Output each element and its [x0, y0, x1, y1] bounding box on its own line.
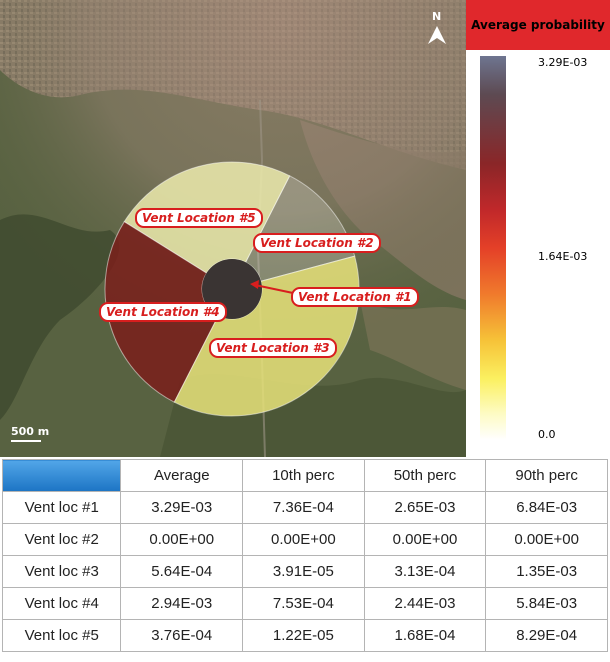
table-cell: 5.64E-04 [120, 555, 244, 588]
column-header: 50th perc [363, 459, 487, 492]
table-cell: 0.00E+00 [120, 523, 244, 556]
map-canvas [0, 0, 466, 457]
table-cell: 3.76E-04 [120, 619, 244, 652]
hills-west [0, 214, 120, 420]
table-cell: 7.53E-04 [242, 587, 365, 620]
table-cell: 2.44E-03 [363, 587, 487, 620]
vent-label-4: Vent Location #4 [99, 302, 227, 322]
table-cell: 5.84E-03 [485, 587, 608, 620]
legend-max-label: 3.29E-03 [538, 56, 588, 69]
table-cell: 1.22E-05 [242, 619, 365, 652]
scale-label: 500 m [11, 425, 50, 438]
table-cell: 8.29E-04 [485, 619, 608, 652]
scale-bar [11, 440, 41, 442]
column-header: 10th perc [242, 459, 365, 492]
legend-min-label: 0.0 [538, 428, 556, 441]
row-label: Vent loc #2 [1, 523, 122, 556]
table-row: Vent loc #4 2.94E-03 7.53E-04 2.44E-03 5… [1, 587, 608, 620]
row-label: Vent loc #1 [1, 491, 122, 524]
table-row: Vent loc #3 5.64E-04 3.91E-05 3.13E-04 1… [1, 555, 608, 588]
table-corner-cell [1, 459, 122, 492]
satellite-map[interactable]: Vent Location #5 Vent Location #2 Vent L… [0, 0, 466, 457]
table-cell: 2.65E-03 [363, 491, 487, 524]
vent-label-1: Vent Location #1 [291, 287, 419, 307]
probability-table: Average 10th perc 50th perc 90th perc Ve… [1, 459, 608, 652]
table-cell: 3.29E-03 [120, 491, 244, 524]
table-cell: 1.68E-04 [363, 619, 487, 652]
legend-title: Average probability [466, 0, 610, 50]
table-cell: 0.00E+00 [242, 523, 365, 556]
north-arrow-icon [428, 26, 446, 44]
legend: Average probability 3.29E-03 1.64E-03 0.… [466, 0, 610, 457]
legend-color-bar [480, 56, 506, 440]
table-cell: 7.36E-04 [242, 491, 365, 524]
vent-label-2: Vent Location #2 [253, 233, 381, 253]
table-cell: 2.94E-03 [120, 587, 244, 620]
column-header: Average [120, 459, 244, 492]
table-cell: 3.91E-05 [242, 555, 365, 588]
table-cell: 0.00E+00 [363, 523, 487, 556]
table-header-row: Average 10th perc 50th perc 90th perc [1, 459, 608, 492]
legend-mid-label: 1.64E-03 [538, 250, 588, 263]
table-cell: 3.13E-04 [363, 555, 487, 588]
vent-label-5: Vent Location #5 [135, 208, 263, 228]
table-row: Vent loc #5 3.76E-04 1.22E-05 1.68E-04 8… [1, 619, 608, 652]
table-row: Vent loc #2 0.00E+00 0.00E+00 0.00E+00 0… [1, 523, 608, 556]
row-label: Vent loc #4 [1, 587, 122, 620]
vent-label-3: Vent Location #3 [209, 338, 337, 358]
row-label: Vent loc #5 [1, 619, 122, 652]
north-label: N [432, 10, 442, 23]
table-cell: 6.84E-03 [485, 491, 608, 524]
sector-vent-2 [244, 175, 356, 282]
table-cell: 0.00E+00 [485, 523, 608, 556]
table-cell: 1.35E-03 [485, 555, 608, 588]
table-row: Vent loc #1 3.29E-03 7.36E-04 2.65E-03 6… [1, 491, 608, 524]
column-header: 90th perc [485, 459, 608, 492]
row-label: Vent loc #3 [1, 555, 122, 588]
